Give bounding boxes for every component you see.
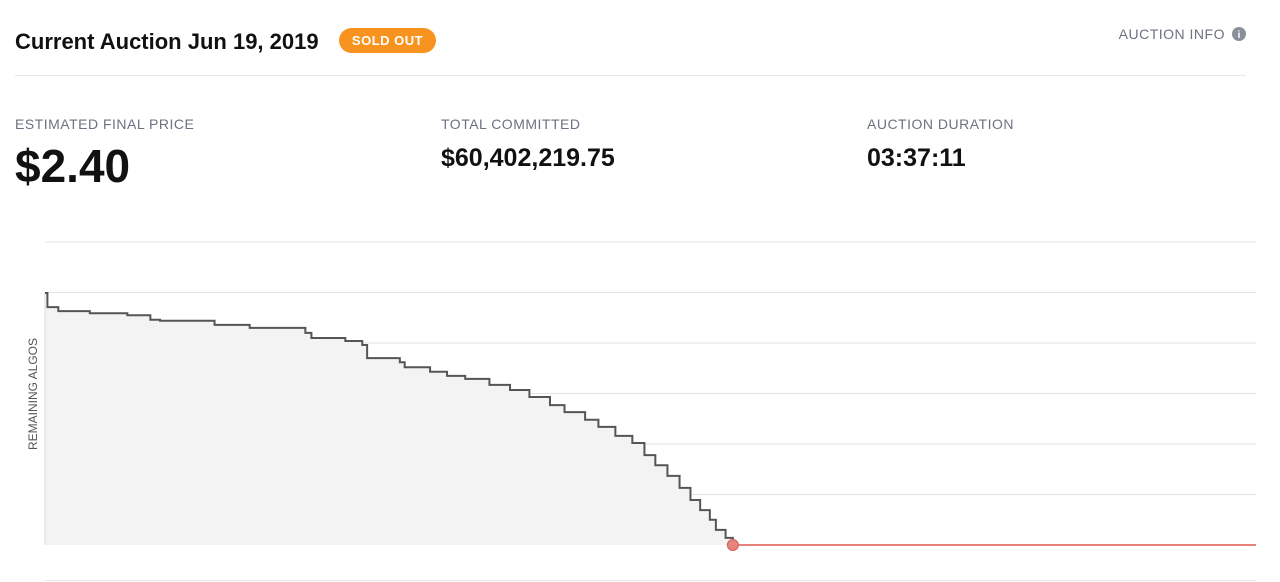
stat-label: AUCTION DURATION [867, 116, 1014, 132]
end-point [726, 539, 739, 551]
sold-out-badge: SOLD OUT [352, 33, 423, 48]
y-axis-label: REMAINING ALGOS [26, 338, 40, 450]
stat-label: ESTIMATED FINAL PRICE [15, 116, 194, 132]
stat-value: 03:37:11 [867, 144, 966, 172]
auction-title: Current Auction Jun 19, 2019 [15, 29, 319, 54]
stat-label: TOTAL COMMITTED [441, 116, 580, 132]
chart [44, 241, 1256, 551]
stat-value: $2.40 [15, 140, 130, 192]
badge-bg [339, 28, 436, 53]
remaining-line [45, 292, 734, 545]
info-icon-glyph: i [1238, 30, 1241, 41]
stat-value: $60,402,219.75 [441, 144, 615, 172]
info-icon[interactable] [1232, 27, 1246, 41]
area-fill [45, 293, 733, 545]
auction-info-link[interactable]: AUCTION INFO [1119, 26, 1225, 42]
